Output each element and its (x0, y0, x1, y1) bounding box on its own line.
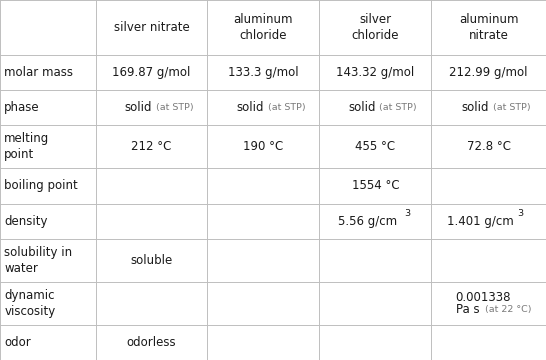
Text: odorless: odorless (127, 336, 176, 349)
Text: solid: solid (461, 101, 489, 114)
Text: boiling point: boiling point (4, 180, 78, 193)
Text: aluminum
nitrate: aluminum nitrate (459, 13, 518, 42)
Text: 5.56 g/cm: 5.56 g/cm (337, 215, 397, 228)
Text: 1554 °C: 1554 °C (352, 180, 399, 193)
Text: 455 °C: 455 °C (355, 140, 395, 153)
Text: 169.87 g/mol: 169.87 g/mol (112, 66, 191, 79)
Text: 190 °C: 190 °C (244, 140, 283, 153)
Text: phase: phase (4, 101, 40, 114)
Text: density: density (4, 215, 48, 228)
Text: dynamic
viscosity: dynamic viscosity (4, 289, 56, 318)
Text: (at STP): (at STP) (156, 103, 193, 112)
Text: silver
chloride: silver chloride (352, 13, 399, 42)
Text: solid: solid (236, 101, 264, 114)
Text: 72.8 °C: 72.8 °C (467, 140, 511, 153)
Text: solid: solid (124, 101, 152, 114)
Text: 3: 3 (404, 209, 410, 218)
Text: 143.32 g/mol: 143.32 g/mol (336, 66, 414, 79)
Text: aluminum
chloride: aluminum chloride (234, 13, 293, 42)
Text: Pa s: Pa s (456, 303, 480, 316)
Text: 1.401 g/cm: 1.401 g/cm (447, 215, 514, 228)
Text: 212 °C: 212 °C (132, 140, 171, 153)
Text: soluble: soluble (130, 254, 173, 267)
Text: 3: 3 (517, 209, 524, 218)
Text: (at STP): (at STP) (493, 103, 530, 112)
Text: 212.99 g/mol: 212.99 g/mol (449, 66, 528, 79)
Text: (at STP): (at STP) (379, 103, 417, 112)
Text: 0.001338: 0.001338 (455, 291, 511, 304)
Text: solubility in
water: solubility in water (4, 246, 73, 275)
Text: (at 22 °C): (at 22 °C) (484, 305, 531, 314)
Text: silver nitrate: silver nitrate (114, 21, 189, 34)
Text: odor: odor (4, 336, 31, 349)
Text: solid: solid (348, 101, 376, 114)
Text: 133.3 g/mol: 133.3 g/mol (228, 66, 299, 79)
Text: molar mass: molar mass (4, 66, 73, 79)
Text: (at STP): (at STP) (268, 103, 305, 112)
Text: melting
point: melting point (4, 132, 50, 161)
